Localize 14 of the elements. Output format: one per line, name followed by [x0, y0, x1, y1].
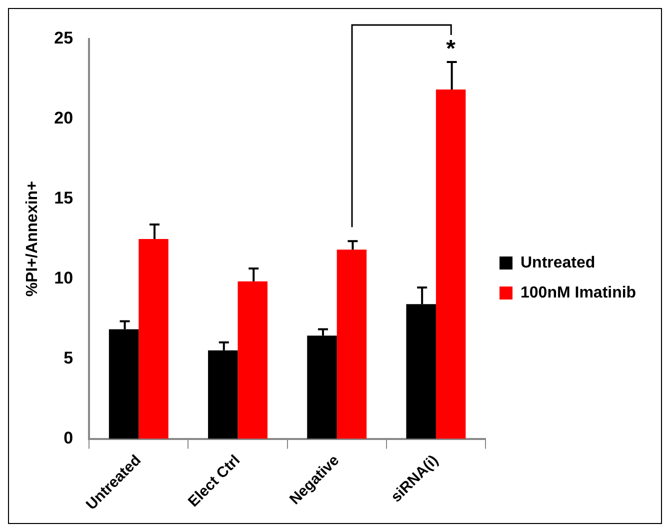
- legend-label: Untreated: [520, 254, 596, 272]
- annotation: *: [446, 36, 456, 63]
- y-tick-label: 25: [54, 28, 74, 48]
- bar: [436, 90, 466, 439]
- y-axis-title: %PI+/Annexin+: [24, 181, 42, 297]
- bar: [336, 250, 367, 439]
- y-tick-label: 5: [64, 348, 74, 368]
- y-tick-label: 20: [54, 108, 74, 128]
- bar: [238, 281, 268, 439]
- legend-label: 100nM Imatinib: [520, 284, 636, 302]
- y-tick-label: 10: [54, 268, 74, 288]
- y-tick-label: 15: [54, 188, 74, 208]
- bar: [138, 239, 168, 439]
- y-tick-label: 0: [64, 428, 74, 448]
